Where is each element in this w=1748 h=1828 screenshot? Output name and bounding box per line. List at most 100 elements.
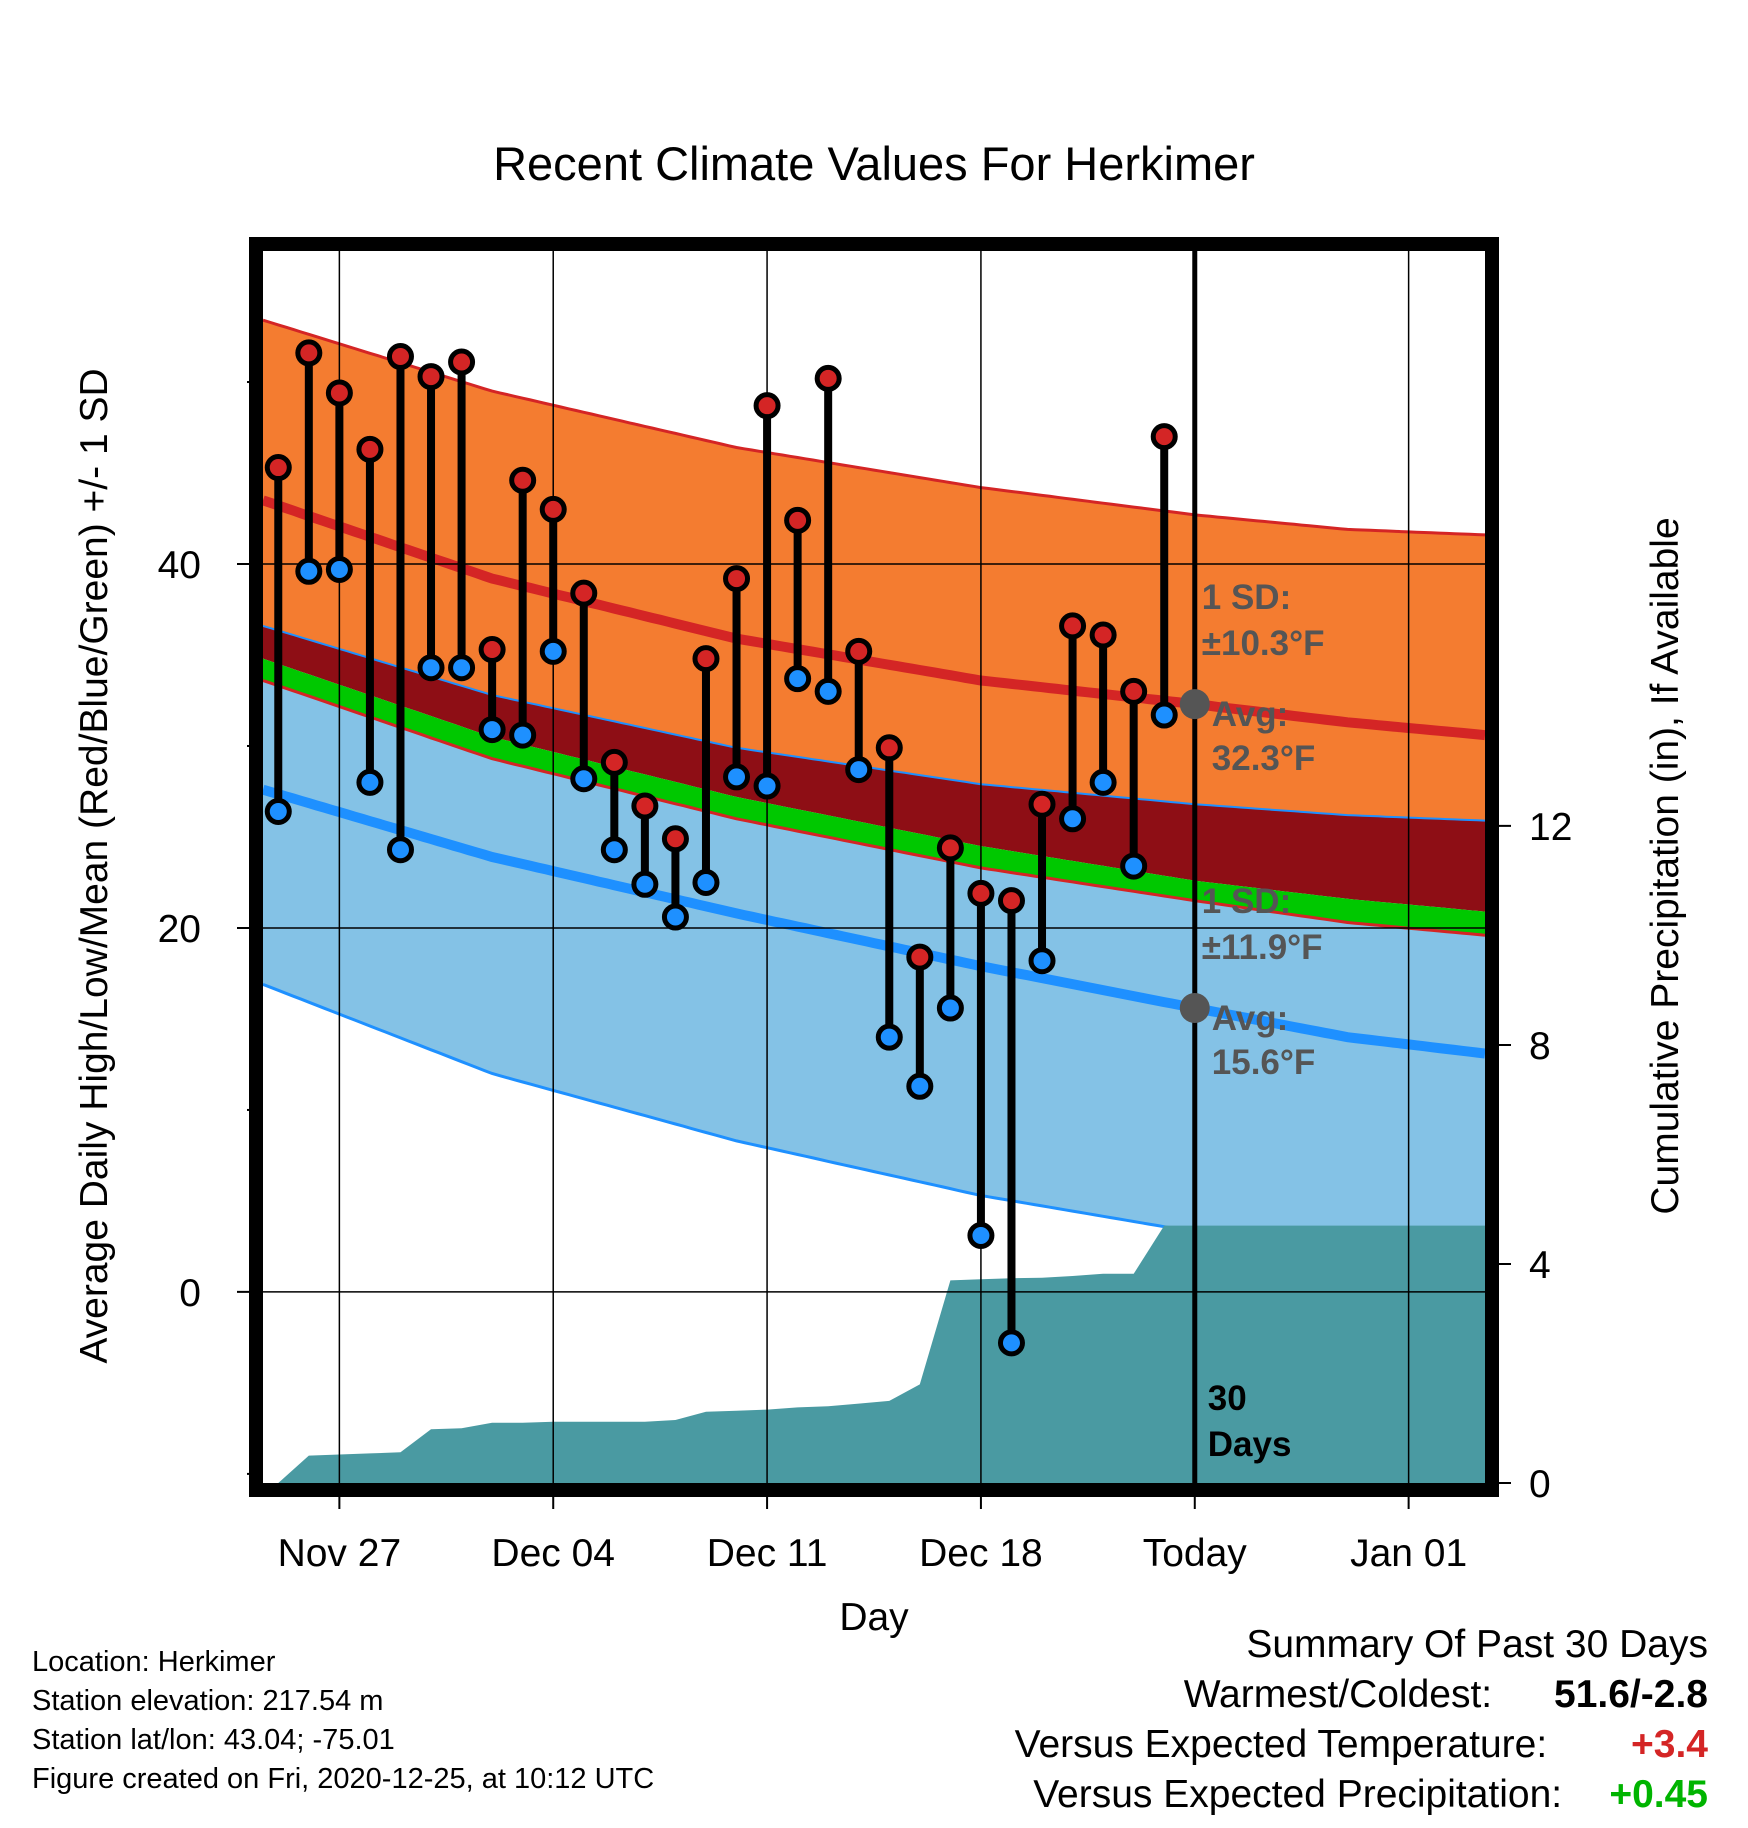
low-point bbox=[539, 637, 567, 665]
low-point bbox=[386, 836, 414, 864]
temp-value: +3.4 bbox=[1631, 1723, 1708, 1766]
high-point bbox=[1120, 677, 1148, 705]
low-point bbox=[600, 836, 628, 864]
high-point bbox=[845, 637, 873, 665]
plot-frame bbox=[249, 237, 1499, 1497]
latlon-text: Station lat/lon: 43.04; -75.01 bbox=[32, 1724, 395, 1756]
high-point bbox=[478, 636, 506, 664]
low-point bbox=[570, 765, 598, 793]
high-point bbox=[661, 825, 689, 853]
x-tick-label: Nov 27 bbox=[278, 1532, 402, 1575]
summary-temp-row: Versus Expected Temperature: +3.4 bbox=[1015, 1720, 1708, 1770]
precip-value: +0.45 bbox=[1609, 1773, 1708, 1816]
x-tick-label: Jan 01 bbox=[1350, 1532, 1467, 1575]
precip-label: Versus Expected Precipitation: bbox=[1033, 1773, 1563, 1816]
low-sd-label: 1 SD: bbox=[1202, 882, 1291, 921]
y2-axis-label: Cumulative Precipitation (in), If Availa… bbox=[1644, 517, 1687, 1214]
location-text: Location: Herkimer bbox=[32, 1646, 276, 1678]
warmest-value: 51.6/-2.8 bbox=[1554, 1673, 1708, 1716]
low-sd-value: ±11.9°F bbox=[1202, 928, 1323, 967]
high-point bbox=[417, 363, 445, 391]
high-lower-line bbox=[263, 624, 1485, 822]
high-avg-marker bbox=[1179, 689, 1210, 720]
low-sd-band bbox=[263, 680, 1485, 1291]
high-point bbox=[723, 565, 751, 593]
high-point bbox=[448, 348, 476, 376]
normal-bands bbox=[263, 318, 1485, 1292]
high-point bbox=[753, 392, 781, 420]
mean-lower-line bbox=[263, 679, 1485, 937]
climate-chart: Recent Climate Values For Herkimer 1 SD:… bbox=[73, 137, 1687, 1639]
summary-panel: Summary Of Past 30 Days Warmest/Coldest:… bbox=[1015, 1620, 1708, 1820]
precipitation-area bbox=[263, 1225, 1485, 1483]
grid-lines bbox=[263, 251, 1485, 1483]
y2-tick-label: 8 bbox=[1529, 1025, 1551, 1068]
summary-precip-row: Versus Expected Precipitation: +0.45 bbox=[1015, 1770, 1708, 1820]
high-point bbox=[814, 364, 842, 392]
high-point bbox=[1150, 423, 1178, 451]
high-point bbox=[539, 495, 567, 523]
low-mean-line bbox=[263, 784, 1485, 1059]
high-point bbox=[295, 339, 323, 367]
low-point bbox=[295, 557, 323, 585]
low-point bbox=[264, 797, 292, 825]
created-text: Figure created on Fri, 2020-12-25, at 10… bbox=[32, 1763, 655, 1795]
low-point bbox=[631, 870, 659, 898]
low-point bbox=[692, 868, 720, 896]
low-point bbox=[1028, 947, 1056, 975]
x-tick-label: Dec 18 bbox=[919, 1532, 1043, 1575]
high-point bbox=[600, 748, 628, 776]
chart-title: Recent Climate Values For Herkimer bbox=[493, 137, 1255, 190]
high-upper-line bbox=[263, 318, 1485, 537]
high-sd-value: ±10.3°F bbox=[1202, 624, 1325, 663]
high-point bbox=[936, 834, 964, 862]
high-point bbox=[784, 506, 812, 534]
y2-tick-label: 12 bbox=[1529, 806, 1572, 849]
x-tick-label: Today bbox=[1143, 1532, 1248, 1575]
low-point bbox=[936, 994, 964, 1022]
low-point bbox=[967, 1222, 995, 1250]
temp-label: Versus Expected Temperature: bbox=[1014, 1723, 1548, 1766]
x-tick-label: Dec 11 bbox=[707, 1532, 828, 1575]
high-point bbox=[692, 645, 720, 673]
today-days-label-1: 30 bbox=[1208, 1379, 1247, 1418]
y-tick-label: 40 bbox=[158, 544, 201, 587]
low-point bbox=[417, 654, 445, 682]
axes: Nov 27 Dec 04 Dec 11 Dec 18 Today Jan 0102040… bbox=[158, 237, 1572, 1575]
mean-band bbox=[263, 658, 1485, 936]
y2-tick-label: 4 bbox=[1529, 1244, 1551, 1287]
high-point bbox=[1089, 621, 1117, 649]
low-point bbox=[356, 768, 384, 796]
daily-range-stems bbox=[274, 352, 1169, 1343]
precip-area bbox=[263, 1225, 1485, 1483]
low-point bbox=[325, 555, 353, 583]
low-avg-value: 15.6°F bbox=[1212, 1043, 1316, 1082]
low-point bbox=[1150, 701, 1178, 729]
high-point bbox=[264, 454, 292, 482]
y-axis-label: Average Daily High/Low/Mean (Red/Blue/Gr… bbox=[73, 368, 116, 1363]
high-point bbox=[997, 887, 1025, 915]
y2-tick-label: 0 bbox=[1529, 1463, 1551, 1506]
high-point bbox=[1059, 612, 1087, 640]
low-point bbox=[906, 1072, 934, 1100]
low-point bbox=[1059, 805, 1087, 833]
high-sd-band bbox=[263, 320, 1485, 821]
low-avg-marker bbox=[1179, 993, 1210, 1024]
low-point bbox=[1089, 768, 1117, 796]
high-point bbox=[1028, 790, 1056, 818]
today-days-label-2: Days bbox=[1208, 1425, 1292, 1464]
high-point bbox=[325, 379, 353, 407]
low-point bbox=[661, 903, 689, 931]
low-point bbox=[509, 721, 537, 749]
summary-warmest-row: Warmest/Coldest: 51.6/-2.8 bbox=[1015, 1670, 1708, 1720]
low-point bbox=[723, 763, 751, 791]
normal-annotations: 1 SD: ±10.3°F Avg: 32.3°F 1 SD: ±11.9°F Avg: 15… bbox=[1179, 578, 1325, 1464]
low-avg-label: Avg: bbox=[1212, 999, 1288, 1038]
low-point bbox=[997, 1329, 1025, 1357]
x-tick-label: Dec 04 bbox=[491, 1532, 615, 1575]
high-point bbox=[386, 343, 414, 371]
low-point bbox=[875, 1023, 903, 1051]
high-mean-line bbox=[263, 495, 1485, 741]
high-point bbox=[631, 792, 659, 820]
high-point bbox=[356, 435, 384, 463]
